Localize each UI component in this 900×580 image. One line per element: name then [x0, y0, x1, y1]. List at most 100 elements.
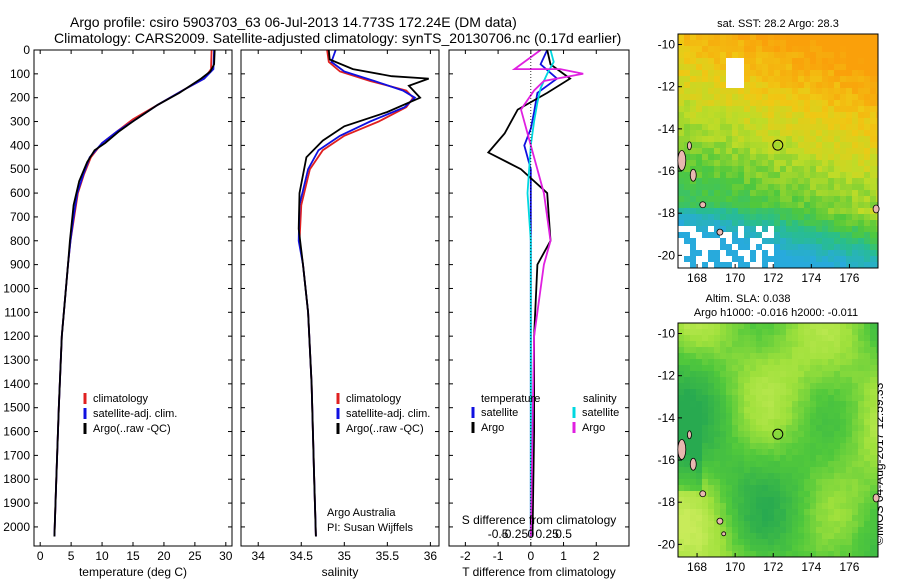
sst_map-cell	[744, 106, 751, 113]
sst_map-cell	[858, 112, 865, 119]
sst_map-cell	[828, 184, 835, 191]
sst_map-cell	[792, 46, 799, 53]
sst_map-cell	[726, 58, 733, 65]
sla_map-cell	[846, 533, 853, 540]
sla_map-cell	[816, 365, 823, 372]
sst_map-cell	[816, 94, 823, 101]
sla_map-cell	[738, 449, 745, 456]
sst_map-cell	[828, 70, 835, 77]
sst_map-cell	[834, 202, 841, 209]
sla_map-cell	[828, 365, 835, 372]
sla_map-cell	[738, 425, 745, 432]
sst_map-cell	[774, 154, 781, 161]
sst_map-cell	[864, 76, 871, 83]
sst_map-cell	[690, 154, 697, 161]
sla_map-cell	[780, 479, 787, 486]
sla_map-cell	[840, 383, 847, 390]
sst_map-cell	[708, 262, 715, 268]
sla_map-cell	[828, 419, 835, 426]
sla_map-cell	[702, 539, 709, 546]
sst_map-cell	[798, 112, 805, 119]
sla_map-cell	[774, 437, 781, 444]
sla_map-cell	[744, 383, 751, 390]
temperature-ytick-label: 1000	[3, 281, 30, 295]
sst_map-cell	[864, 88, 871, 95]
sst_map-cell	[804, 262, 811, 268]
sst_map-cell	[846, 154, 853, 161]
sla_map-cell	[744, 515, 751, 522]
sst_map-cell	[702, 142, 709, 149]
sst_map-cell	[684, 202, 691, 209]
sla_map-cell	[828, 329, 835, 336]
sst_map-cell	[798, 52, 805, 59]
sla_map-cell	[822, 479, 829, 486]
sla_map-cell	[828, 461, 835, 468]
sla_map-cell	[798, 545, 805, 552]
difference-series-sat_s	[526, 50, 555, 537]
sla_map-cell	[750, 359, 757, 366]
sla_map-cell	[678, 395, 685, 402]
sla_map-cell	[780, 413, 787, 420]
sla_map-cell	[750, 443, 757, 450]
sla_map-cell	[870, 425, 877, 432]
sst_map-cell	[720, 58, 727, 65]
sst_map-cell	[822, 76, 829, 83]
sst_map-cell	[816, 154, 823, 161]
sla_map-cell	[744, 551, 751, 557]
sst_map-cell	[876, 244, 878, 251]
sst_map-cell	[852, 256, 859, 263]
temperature-ytick-label: 1800	[3, 472, 30, 486]
sst_map-cell	[702, 244, 709, 251]
sla_map-cell	[792, 545, 799, 552]
sst_map-cell	[858, 208, 865, 215]
sst_map-cell	[738, 172, 745, 179]
sla_map-cell	[744, 419, 751, 426]
sst_map-cell	[828, 100, 835, 107]
sst_map-cell	[750, 76, 757, 83]
sla_map-cell	[750, 509, 757, 516]
sst_map-cell	[708, 52, 715, 59]
sla_map-cell	[786, 341, 793, 348]
sla_map-island	[721, 531, 727, 537]
sla_map-cell	[678, 323, 685, 330]
sst_map-cell	[708, 46, 715, 53]
sla_map-cell	[798, 503, 805, 510]
sla_map-cell	[798, 389, 805, 396]
sst_map-cell	[876, 70, 878, 77]
sla_map-cell	[840, 395, 847, 402]
sst_map-cell	[792, 124, 799, 131]
sla_map-cell	[708, 437, 715, 444]
sst_map-cell	[804, 94, 811, 101]
sla_map-cell	[846, 449, 853, 456]
sla_map-cell	[696, 371, 703, 378]
sla_map-cell	[690, 323, 697, 330]
sst_map-cell	[852, 262, 859, 268]
sla_map-cell	[864, 365, 871, 372]
sla_map-cell	[870, 515, 877, 522]
sla_map-cell	[768, 425, 775, 432]
sst_map-cell	[870, 100, 877, 107]
sst_map-cell	[840, 232, 847, 239]
sla_map-cell	[744, 365, 751, 372]
sla_map-cell	[738, 509, 745, 516]
sla_map-cell	[750, 335, 757, 342]
sla_map-cell	[792, 401, 799, 408]
sst_map-cell	[864, 184, 871, 191]
sla_map-cell	[816, 335, 823, 342]
sst_map-cell	[738, 238, 745, 245]
sla_map-cell	[756, 485, 763, 492]
sla_map-cell	[864, 533, 871, 540]
sla_map-cell	[864, 521, 871, 528]
sla_map-cell	[768, 521, 775, 528]
sla_map-cell	[720, 521, 727, 528]
sst_map-cell	[684, 178, 691, 185]
sla_map-cell	[678, 515, 685, 522]
sst_map-cell	[864, 58, 871, 65]
sst_map-cell	[828, 244, 835, 251]
sla_map-cell	[834, 497, 841, 504]
sst_map-cell	[870, 250, 877, 257]
sla_map-cell	[834, 413, 841, 420]
sla_map-cell	[846, 419, 853, 426]
sla_map-cell	[768, 395, 775, 402]
sla_map-cell	[828, 407, 835, 414]
